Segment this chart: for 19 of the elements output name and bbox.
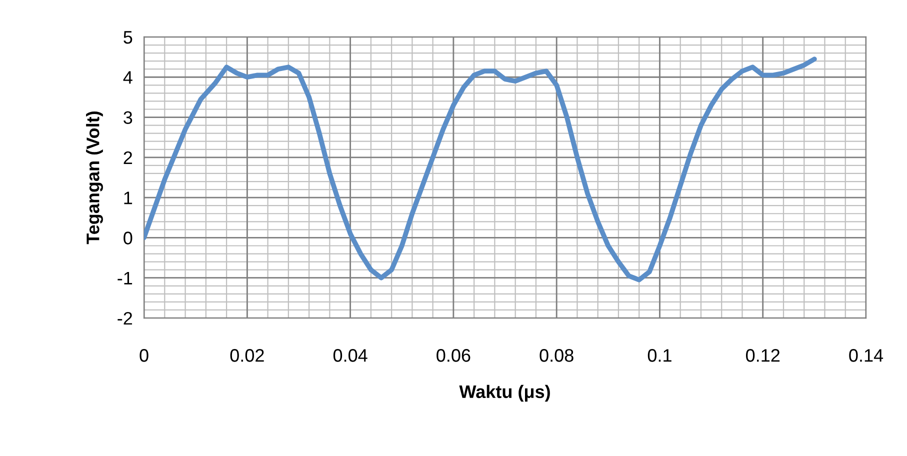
line-series: [144, 56, 817, 282]
x-tick-label: 0.04: [333, 349, 368, 362]
x-axis-title: Waktu (μs): [459, 384, 550, 402]
x-tick-label: 0.08: [540, 349, 574, 362]
y-tick-label: 0: [124, 232, 132, 244]
y-tick-label: -2: [118, 312, 132, 325]
y-tick-label: 2: [124, 151, 132, 164]
y-tick-label: 5: [124, 31, 132, 44]
x-tick-label: 0: [140, 349, 148, 362]
y-tick-label: -1: [118, 272, 132, 284]
x-tick-label: 0.02: [230, 349, 264, 362]
y-tick-label: 1: [124, 192, 132, 204]
y-tick-label: 3: [124, 111, 132, 124]
x-tick-label: 0.1: [648, 349, 672, 362]
y-tick-label: 4: [123, 71, 132, 84]
x-tick-label: 0.14: [849, 349, 884, 362]
x-tick-label: 0.12: [746, 349, 780, 362]
x-tick-label: 0.06: [436, 349, 470, 362]
y-axis-title: Tegangan (Volt): [86, 112, 103, 244]
